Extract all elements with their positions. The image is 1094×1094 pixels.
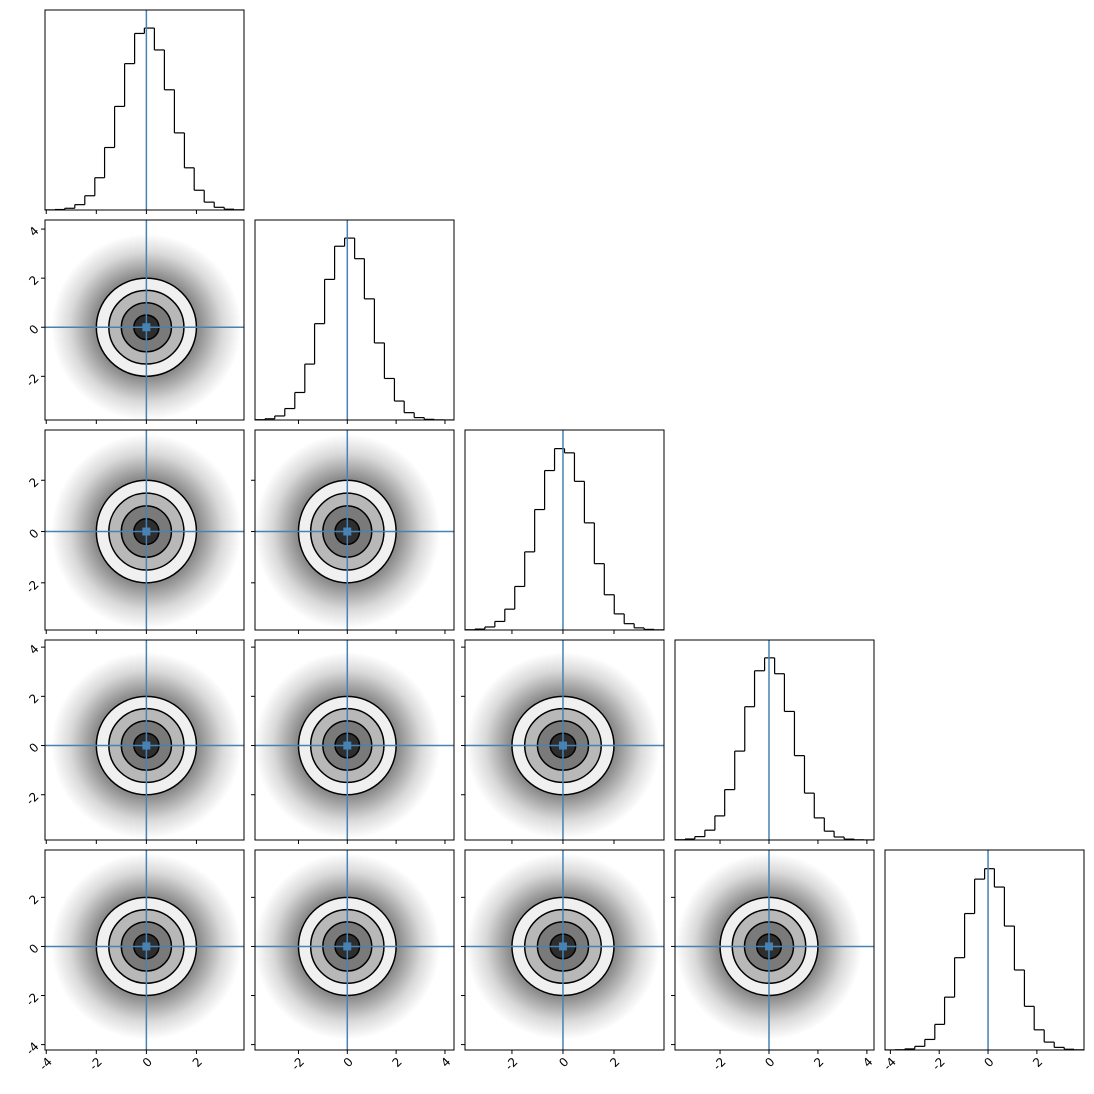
y-tick-label: 2 — [26, 273, 41, 288]
panel — [675, 640, 874, 840]
panel-frame — [674, 849, 875, 1051]
x-tick-label: 0 — [762, 1055, 777, 1070]
x-tick-label: 2 — [607, 1055, 622, 1070]
x-tick-label: 2 — [389, 1055, 404, 1070]
truth-marker — [142, 527, 151, 536]
x-tick-label: 0 — [981, 1055, 996, 1070]
y-tick-label: 2 — [26, 691, 41, 706]
truth-marker — [343, 527, 352, 536]
x-tick-label: -2 — [289, 1055, 307, 1073]
y-tick-label: -2 — [23, 578, 41, 596]
panel-frame — [464, 429, 665, 631]
y-tick-label: 0 — [26, 740, 41, 755]
panel-frame — [44, 429, 245, 631]
panel-frame — [884, 849, 1085, 1051]
panel-frame — [44, 219, 245, 421]
truth-marker — [142, 942, 151, 951]
x-tick-label: 0 — [140, 1055, 155, 1070]
panel — [45, 640, 244, 840]
panel — [45, 430, 244, 630]
x-tick-label: 0 — [341, 1055, 356, 1070]
x-tick-label: 2 — [190, 1055, 205, 1070]
y-tick-label: 2 — [26, 892, 41, 907]
x-tick-label: 2 — [1030, 1055, 1045, 1070]
truth-marker — [343, 942, 352, 951]
panel-frame — [254, 639, 455, 841]
panel — [885, 850, 1084, 1050]
panel — [45, 10, 244, 210]
truth-marker — [142, 323, 151, 332]
truth-marker — [142, 741, 151, 750]
x-tick-label: 4 — [860, 1055, 875, 1070]
x-tick-label: -2 — [502, 1055, 520, 1073]
x-tick-label: 4 — [438, 1055, 453, 1070]
panel — [465, 430, 664, 630]
y-tick-label: -2 — [23, 371, 41, 389]
panel-frame — [464, 639, 665, 841]
y-tick-label: 2 — [26, 475, 41, 490]
x-tick-label: -2 — [929, 1055, 947, 1073]
y-tick-label: -2 — [23, 990, 41, 1008]
panel-frame — [254, 849, 455, 1051]
x-tick-label: 0 — [556, 1055, 571, 1070]
y-tick-label: 0 — [26, 941, 41, 956]
x-tick-label: 2 — [811, 1055, 826, 1070]
panel — [45, 220, 244, 420]
x-tick-label: -2 — [710, 1055, 728, 1073]
panel-frame — [44, 849, 245, 1051]
x-tick-label: -2 — [87, 1055, 105, 1073]
x-tick-label: -4 — [36, 1055, 54, 1073]
truth-marker — [558, 942, 567, 951]
panel-frame — [464, 849, 665, 1051]
panel — [255, 220, 454, 420]
panel-frame — [254, 219, 455, 421]
y-tick-label: -2 — [23, 789, 41, 807]
panel-frame — [44, 639, 245, 841]
truth-marker — [343, 741, 352, 750]
panel-frame — [254, 429, 455, 631]
y-tick-label: 4 — [26, 642, 41, 657]
panel — [255, 430, 454, 630]
panel — [45, 850, 244, 1050]
x-tick-label: -4 — [881, 1055, 899, 1073]
panel-frame — [44, 9, 245, 211]
panel-frame — [674, 639, 875, 841]
y-tick-label: -4 — [23, 1039, 41, 1057]
panel — [465, 850, 664, 1050]
y-tick-label: 4 — [26, 224, 41, 239]
panel — [255, 850, 454, 1050]
y-tick-label: 0 — [26, 322, 41, 337]
y-tick-label: 0 — [26, 526, 41, 541]
panel — [675, 850, 874, 1050]
panel — [255, 640, 454, 840]
truth-marker — [558, 741, 567, 750]
panel — [465, 640, 664, 840]
truth-marker — [764, 942, 773, 951]
